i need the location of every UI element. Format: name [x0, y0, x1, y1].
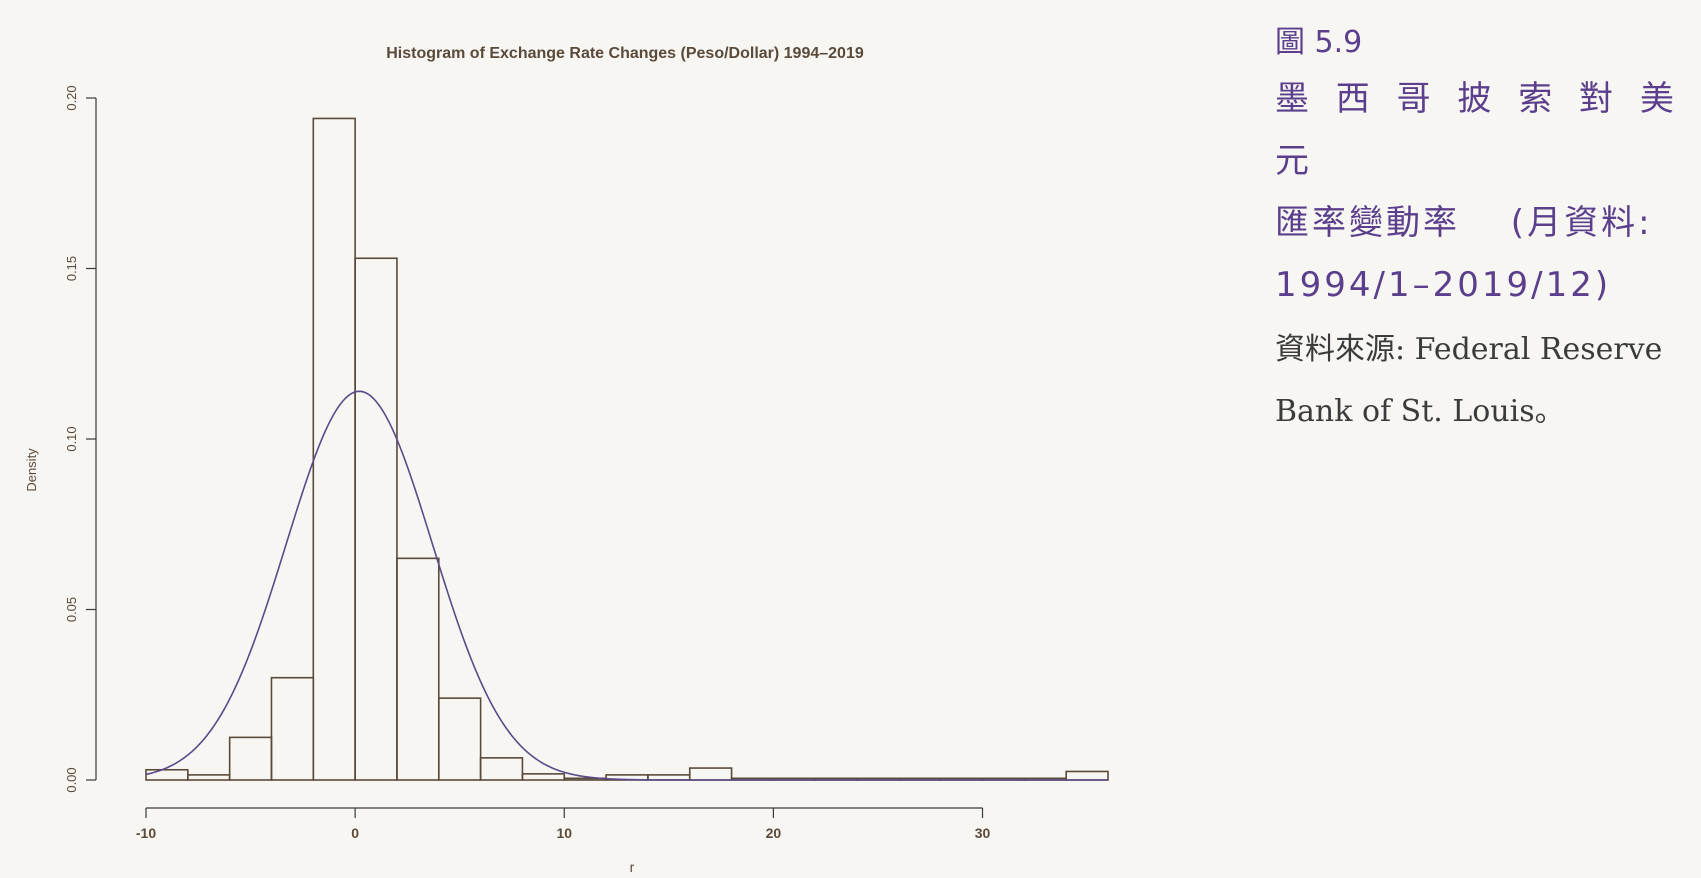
figure-source-line-2: Bank of St. Louis。 — [1275, 394, 1565, 429]
histogram-bar — [228, 736, 273, 781]
figure-title-line-1: 墨 西 哥 披 索 對 美 元 — [1275, 79, 1682, 181]
y-tick-label: 0.05 — [64, 597, 79, 622]
histogram-chart: Histogram of Exchange Rate Changes (Peso… — [24, 45, 1109, 875]
histogram-bar — [187, 774, 231, 781]
x-tick-label: 10 — [556, 825, 572, 841]
x-tick-label: 0 — [351, 825, 359, 841]
y-tick-label: 0.10 — [64, 426, 79, 451]
histogram-bar — [312, 117, 356, 781]
histogram-bar — [688, 767, 733, 781]
x-axis: -10 0 10 20 30 — [136, 807, 991, 841]
chart-title: Histogram of Exchange Rate Changes (Peso… — [386, 45, 864, 62]
histogram-bar — [521, 773, 566, 781]
y-tick-label: 0.20 — [64, 85, 79, 110]
figure-title-line-2: 匯率變動率 (月資料: — [1275, 203, 1653, 243]
x-tick-label: -10 — [136, 825, 156, 841]
y-tick-label: 0.00 — [64, 767, 79, 792]
figure-title-line-3: 1994/1–2019/12) — [1275, 265, 1612, 305]
histogram-bar — [396, 557, 440, 781]
normal-density-curve — [145, 390, 1108, 781]
histogram-bar — [437, 697, 482, 781]
y-axis: 0.00 0.05 0.10 0.15 0.20 — [64, 85, 97, 793]
figure-source-line-1: 資料來源: Federal Reserve — [1275, 332, 1663, 367]
y-axis-label: Density — [24, 448, 39, 492]
figure-label: 圖 5.9 — [1275, 25, 1363, 60]
histogram-bar — [145, 768, 189, 781]
histogram-bar — [479, 757, 524, 781]
histogram-bar — [354, 257, 398, 781]
histogram-bars — [145, 117, 1109, 781]
figure-caption: 圖 5.9 墨 西 哥 披 索 對 美 元 匯率變動率 (月資料: 1994/1… — [1275, 18, 1695, 440]
x-tick-label: 30 — [975, 825, 991, 841]
histogram-bar — [1065, 770, 1109, 781]
x-axis-label: r — [630, 859, 635, 875]
histogram-bar — [270, 676, 315, 781]
x-tick-label: 20 — [766, 825, 782, 841]
y-tick-label: 0.15 — [64, 256, 79, 281]
